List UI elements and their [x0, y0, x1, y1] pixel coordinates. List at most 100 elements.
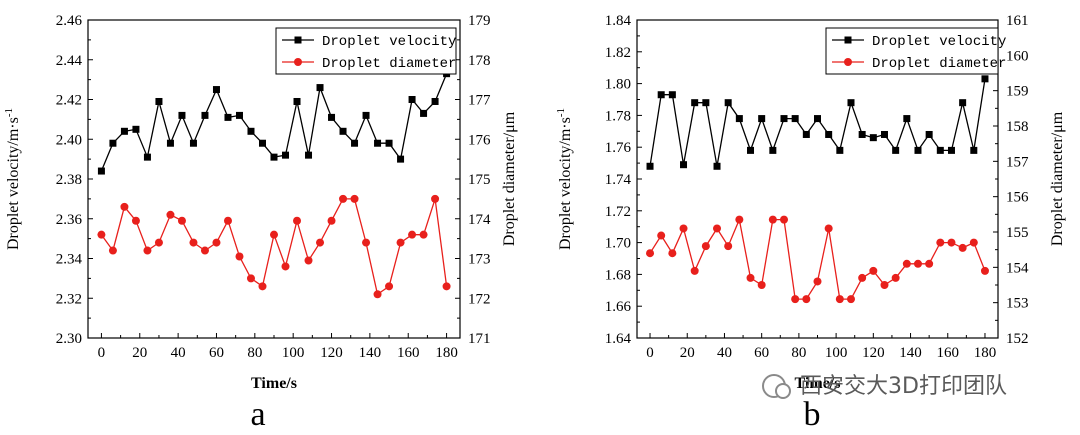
x-tick-label: 140: [899, 345, 922, 361]
data-point-droplet-velocity: [235, 111, 243, 119]
data-point-droplet-diameter: [97, 230, 106, 239]
data-point-droplet-velocity: [892, 146, 900, 154]
data-point-droplet-velocity: [791, 115, 799, 123]
data-point-droplet-diameter: [108, 246, 117, 255]
y-left-tick-label: 1.70: [605, 236, 631, 252]
x-tick-label: 120: [862, 345, 885, 361]
data-point-droplet-velocity: [914, 146, 922, 154]
data-point-droplet-velocity: [735, 115, 743, 123]
y-right-tick-label: 153: [1006, 296, 1029, 312]
data-point-droplet-velocity: [858, 130, 866, 138]
data-point-droplet-velocity: [132, 125, 140, 133]
x-tick-label: 80: [791, 345, 806, 361]
y-right-axis-label: Droplet diameter/μm: [501, 111, 518, 246]
data-point-droplet-velocity: [668, 91, 676, 99]
data-point-droplet-diameter: [212, 238, 221, 247]
x-tick-label: 100: [282, 345, 305, 361]
y-left-axis-label: Droplet velocity/m·s-1: [555, 108, 574, 250]
data-point-droplet-diameter: [143, 246, 152, 255]
data-point-droplet-velocity: [201, 111, 209, 119]
y-right-tick-label: 160: [1006, 48, 1029, 64]
y-left-tick-label: 1.72: [605, 204, 631, 220]
watermark-text: 西安交大3D打印团队: [800, 374, 1007, 399]
y-right-tick-label: 173: [468, 252, 491, 268]
y-left-axis-label: Droplet velocity/m·s-1: [3, 108, 22, 250]
legend-label-droplet-velocity: Droplet velocity: [322, 34, 456, 50]
data-point-droplet-velocity: [397, 155, 405, 163]
data-point-droplet-diameter: [679, 224, 688, 233]
data-point-droplet-diameter: [936, 238, 945, 247]
data-point-droplet-velocity: [769, 146, 777, 154]
data-point-droplet-diameter: [902, 259, 911, 268]
data-point-droplet-velocity: [420, 109, 428, 117]
data-point-droplet-diameter: [802, 295, 811, 304]
data-point-droplet-diameter: [120, 202, 129, 211]
data-point-droplet-diameter: [177, 216, 186, 225]
data-point-droplet-velocity: [189, 139, 197, 147]
data-point-droplet-velocity: [880, 130, 888, 138]
data-point-droplet-velocity: [385, 139, 393, 147]
data-point-droplet-velocity: [224, 113, 232, 121]
y-left-tick-label: 1.66: [605, 299, 632, 315]
data-point-droplet-velocity: [247, 127, 255, 135]
data-point-droplet-diameter: [385, 282, 394, 291]
y-right-tick-label: 174: [468, 212, 491, 228]
data-point-droplet-diameter: [713, 224, 722, 233]
data-point-droplet-diameter: [746, 273, 755, 282]
x-tick-label: 60: [754, 345, 769, 361]
data-point-droplet-diameter: [869, 266, 878, 275]
data-point-droplet-diameter: [724, 242, 733, 251]
y-left-tick-label: 1.78: [605, 108, 631, 124]
data-point-droplet-velocity: [362, 111, 370, 119]
series-line-droplet-velocity: [649, 78, 986, 167]
data-point-droplet-velocity: [758, 115, 766, 123]
y-right-tick-label: 155: [1006, 225, 1029, 241]
data-point-droplet-velocity: [374, 139, 382, 147]
data-point-droplet-velocity: [702, 99, 710, 107]
data-point-droplet-velocity: [339, 127, 347, 135]
legend-box: [825, 27, 999, 75]
data-point-droplet-diameter: [373, 290, 382, 299]
legend-box: [275, 27, 457, 75]
data-point-droplet-diameter: [166, 210, 175, 219]
data-point-droplet-velocity: [109, 139, 117, 147]
series-line-droplet-diameter: [649, 217, 986, 300]
data-point-droplet-velocity: [869, 134, 877, 142]
data-point-droplet-diameter: [657, 231, 666, 240]
y-right-tick-label: 175: [468, 172, 491, 188]
data-point-droplet-diameter: [947, 238, 956, 247]
data-point-droplet-diameter: [431, 194, 440, 203]
data-point-droplet-velocity: [305, 151, 313, 159]
data-point-droplet-diameter: [913, 259, 922, 268]
data-point-droplet-diameter: [246, 274, 255, 283]
y-left-tick-label: 1.80: [605, 77, 631, 93]
data-point-droplet-diameter: [891, 273, 900, 282]
data-point-droplet-diameter: [969, 238, 978, 247]
legend: Droplet velocity Droplet diameter: [275, 27, 457, 75]
data-point-droplet-diameter: [925, 259, 934, 268]
y-left-tick-label: 2.44: [56, 53, 83, 69]
data-point-droplet-diameter: [350, 194, 359, 203]
y-left-tick-label: 2.38: [56, 172, 82, 188]
data-point-droplet-velocity: [970, 146, 978, 154]
data-point-droplet-diameter: [735, 215, 744, 224]
data-point-droplet-diameter: [189, 238, 198, 247]
y-right-tick-label: 152: [1006, 331, 1029, 347]
data-point-droplet-diameter: [668, 249, 677, 258]
x-tick-label: 40: [717, 345, 732, 361]
data-point-droplet-velocity: [166, 139, 174, 147]
data-point-droplet-velocity: [802, 130, 810, 138]
data-point-droplet-diameter: [235, 252, 244, 261]
data-point-droplet-velocity: [316, 84, 324, 92]
legend: Droplet velocity Droplet diameter: [825, 27, 1006, 75]
y-right-tick-label: 154: [1006, 260, 1029, 276]
data-point-droplet-diameter: [131, 216, 140, 225]
data-point-droplet-velocity: [947, 146, 955, 154]
y-right-tick-label: 176: [468, 132, 491, 148]
data-point-droplet-velocity: [408, 96, 416, 103]
data-point-droplet-diameter: [824, 224, 833, 233]
data-point-droplet-velocity: [814, 115, 821, 123]
data-point-droplet-velocity: [351, 139, 359, 147]
y-left-tick-label: 2.40: [56, 132, 82, 148]
